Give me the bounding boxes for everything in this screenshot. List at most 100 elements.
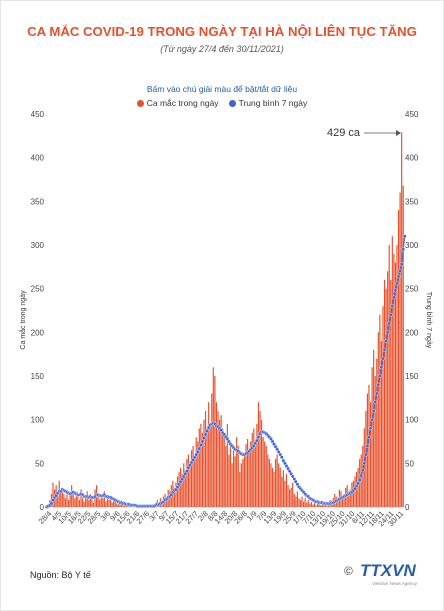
avg-7day-point bbox=[195, 450, 200, 454]
avg-7day-point bbox=[49, 501, 54, 506]
avg-7day-point bbox=[401, 247, 406, 252]
daily-case-bar bbox=[270, 463, 272, 507]
y-tick-right: 200 bbox=[405, 328, 419, 337]
daily-case-bar bbox=[385, 288, 387, 507]
daily-case-bar bbox=[348, 491, 350, 507]
y-tick-right: 450 bbox=[405, 110, 419, 119]
daily-case-bar bbox=[237, 445, 239, 507]
daily-case-bar bbox=[64, 498, 67, 507]
daily-case-bar bbox=[57, 496, 59, 507]
daily-case-bar bbox=[301, 496, 303, 507]
daily-case-bar bbox=[169, 491, 171, 507]
avg-7day-point bbox=[205, 429, 210, 433]
y-tick-left: 350 bbox=[31, 197, 45, 206]
daily-case-bar bbox=[100, 493, 102, 507]
daily-case-bar bbox=[181, 473, 183, 507]
page-title: CA MẮC COVID-19 TRONG NGÀY TẠI HÀ NỘI LI… bbox=[27, 24, 417, 39]
daily-case-bar bbox=[284, 480, 286, 507]
avg-7day-point bbox=[399, 262, 404, 267]
daily-case-bar bbox=[306, 502, 308, 507]
avg-7day-point bbox=[200, 439, 205, 444]
avg-7day-point bbox=[368, 426, 373, 431]
daily-case-bar bbox=[402, 185, 404, 508]
daily-case-bar bbox=[354, 476, 356, 507]
legend-daily-swatch bbox=[136, 99, 144, 107]
y-tick-left: 250 bbox=[31, 285, 45, 294]
avg-7day-point bbox=[382, 347, 387, 352]
y-tick-right: 150 bbox=[405, 372, 419, 381]
daily-case-bar bbox=[307, 500, 309, 507]
daily-case-bar bbox=[69, 494, 71, 507]
daily-case-bar bbox=[192, 445, 194, 507]
daily-case-bar bbox=[279, 467, 281, 507]
daily-case-bar bbox=[88, 500, 90, 507]
avg-7day-point bbox=[255, 438, 259, 443]
daily-case-bar bbox=[166, 500, 168, 507]
daily-case-bar bbox=[394, 262, 397, 507]
daily-case-bar bbox=[67, 500, 70, 507]
y-tick-right: 50 bbox=[405, 459, 414, 468]
daily-case-bar bbox=[382, 306, 384, 507]
legend-item-daily[interactable]: Ca mắc trong ngày bbox=[136, 98, 219, 108]
daily-case-bar bbox=[257, 402, 260, 507]
y-tick-left: 0 bbox=[40, 503, 45, 512]
avg-7day-point bbox=[360, 468, 365, 473]
daily-case-bar bbox=[243, 454, 246, 507]
source-note: Nguồn: Bộ Y tế bbox=[30, 570, 91, 580]
daily-case-bar bbox=[242, 458, 244, 507]
daily-case-bar bbox=[215, 402, 218, 507]
avg-7day-point bbox=[398, 269, 403, 274]
daily-case-bar bbox=[267, 454, 269, 507]
date-range-subtitle: (Từ ngày 27/4 đến 30/11/2021) bbox=[160, 44, 284, 54]
avg-7day-point bbox=[256, 435, 261, 440]
daily-case-bar bbox=[75, 493, 77, 507]
daily-case-bar bbox=[74, 498, 76, 507]
daily-case-bar bbox=[276, 454, 278, 507]
avg-7day-point bbox=[390, 304, 395, 309]
y-tick-left: 200 bbox=[31, 328, 45, 337]
daily-case-bar bbox=[61, 487, 63, 507]
daily-case-bar bbox=[119, 502, 121, 507]
daily-case-bar bbox=[251, 432, 253, 507]
daily-case-bar bbox=[321, 502, 323, 507]
daily-case-bar bbox=[217, 410, 219, 507]
daily-case-bar bbox=[373, 349, 375, 507]
daily-case-bar bbox=[66, 489, 68, 507]
daily-case-bar bbox=[383, 279, 386, 507]
avg-7day-point bbox=[381, 356, 385, 361]
avg-7day-point bbox=[374, 391, 379, 396]
daily-case-bar bbox=[91, 498, 93, 507]
avg-7day-point bbox=[279, 455, 284, 460]
legend-daily-label: Ca mắc trong ngày bbox=[146, 98, 219, 108]
daily-case-bar bbox=[225, 445, 227, 507]
daily-case-bar bbox=[231, 463, 233, 507]
legend-item-avg[interactable]: Trung bình 7 ngày bbox=[228, 98, 308, 108]
daily-case-bar bbox=[401, 132, 403, 507]
daily-case-bar bbox=[222, 428, 224, 507]
avg-7day-point bbox=[370, 417, 374, 422]
daily-case-bar bbox=[198, 428, 200, 507]
daily-case-bar bbox=[352, 480, 354, 507]
avg-7day-point bbox=[365, 443, 370, 448]
daily-case-bar bbox=[366, 393, 369, 507]
daily-case-bar bbox=[376, 358, 378, 507]
daily-case-bar bbox=[223, 432, 225, 507]
daily-case-bar bbox=[226, 424, 228, 507]
daily-case-bar bbox=[72, 491, 74, 507]
daily-case-bar bbox=[239, 472, 241, 507]
daily-case-bar bbox=[183, 463, 185, 507]
daily-case-bar bbox=[287, 485, 289, 507]
daily-case-bar bbox=[371, 367, 373, 507]
y-tick-right: 100 bbox=[405, 416, 419, 425]
daily-case-bar bbox=[173, 487, 175, 507]
daily-case-bar bbox=[310, 501, 312, 507]
daily-case-bar bbox=[387, 271, 389, 507]
daily-case-bar bbox=[105, 501, 107, 507]
daily-case-bar bbox=[117, 504, 119, 507]
daily-case-bar bbox=[77, 496, 79, 507]
daily-case-bar bbox=[320, 505, 322, 507]
daily-case-bar bbox=[212, 367, 214, 507]
legend-avg-label: Trung bình 7 ngày bbox=[238, 98, 308, 108]
legend-avg-swatch bbox=[228, 99, 236, 107]
